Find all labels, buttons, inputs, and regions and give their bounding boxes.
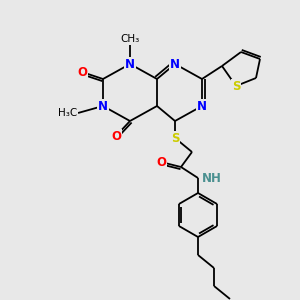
Text: O: O [111, 130, 121, 142]
Text: S: S [171, 131, 179, 145]
Text: S: S [232, 80, 240, 92]
Text: O: O [156, 155, 166, 169]
Text: CH₃: CH₃ [120, 34, 140, 44]
Text: N: N [170, 58, 180, 70]
Text: N: N [197, 100, 207, 112]
Text: N: N [98, 100, 108, 112]
Text: NH: NH [202, 172, 222, 184]
Text: O: O [77, 65, 87, 79]
Text: N: N [125, 58, 135, 70]
Text: H₃C: H₃C [58, 108, 77, 118]
